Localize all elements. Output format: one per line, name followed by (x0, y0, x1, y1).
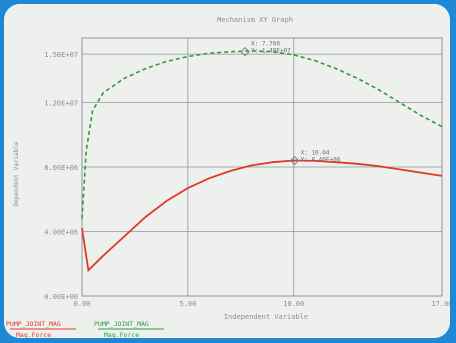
x-tick-labels: 0.00 5.00 10.00 17.00 (74, 300, 450, 308)
annotation-y-text: Y: 1.49E+07 (251, 48, 291, 55)
chart-frame: Mechanism XY Graph 0.00E+00 4.00E+06 8.00E… (4, 4, 450, 338)
annotation-marker (289, 155, 300, 166)
y-tick-label: 1.50E+07 (44, 51, 78, 59)
chart-title: Mechanism XY Graph (217, 16, 293, 24)
chart-background (4, 4, 450, 338)
y-tick-label: 4.00E+06 (44, 229, 78, 237)
legend-sublabel: Mag.Force (16, 331, 51, 338)
x-tick-label: 5.00 (179, 300, 196, 308)
y-axis-label: Dependent Variable (13, 141, 20, 206)
y-tick-labels: 0.00E+00 4.00E+06 8.00E+06 1.20E+07 1.50E+07 (44, 51, 78, 301)
legend: PUMP_JOINT_MAG Mag.Force PUMP_JOINT_MAG Mag… (6, 320, 164, 338)
xy-chart: Mechanism XY Graph 0.00E+00 4.00E+06 8.00E… (4, 4, 450, 338)
annotation-y-text: Y: 8.40E+06 (301, 157, 341, 164)
annotation-marker (240, 46, 250, 57)
annotation-x-text: X: 10.04 (301, 150, 330, 157)
y-tick-label: 8.00E+06 (44, 164, 78, 172)
legend-sublabel: Mag.Force (104, 331, 139, 338)
y-tick-label: 0.00E+00 (44, 293, 78, 301)
x-tick-label: 17.00 (431, 300, 450, 308)
legend-label: PUMP_JOINT_MAG (94, 320, 149, 328)
legend-label: PUMP_JOINT_MAG (6, 320, 61, 328)
y-tick-label: 1.20E+07 (44, 100, 78, 108)
x-tick-label: 10.00 (283, 300, 304, 308)
series-line-1 (81, 159, 443, 273)
x-tick-label: 0.00 (74, 300, 91, 308)
x-axis-label: Independent Variable (224, 313, 308, 321)
annotation-x-text: X: 7.700 (251, 41, 280, 48)
